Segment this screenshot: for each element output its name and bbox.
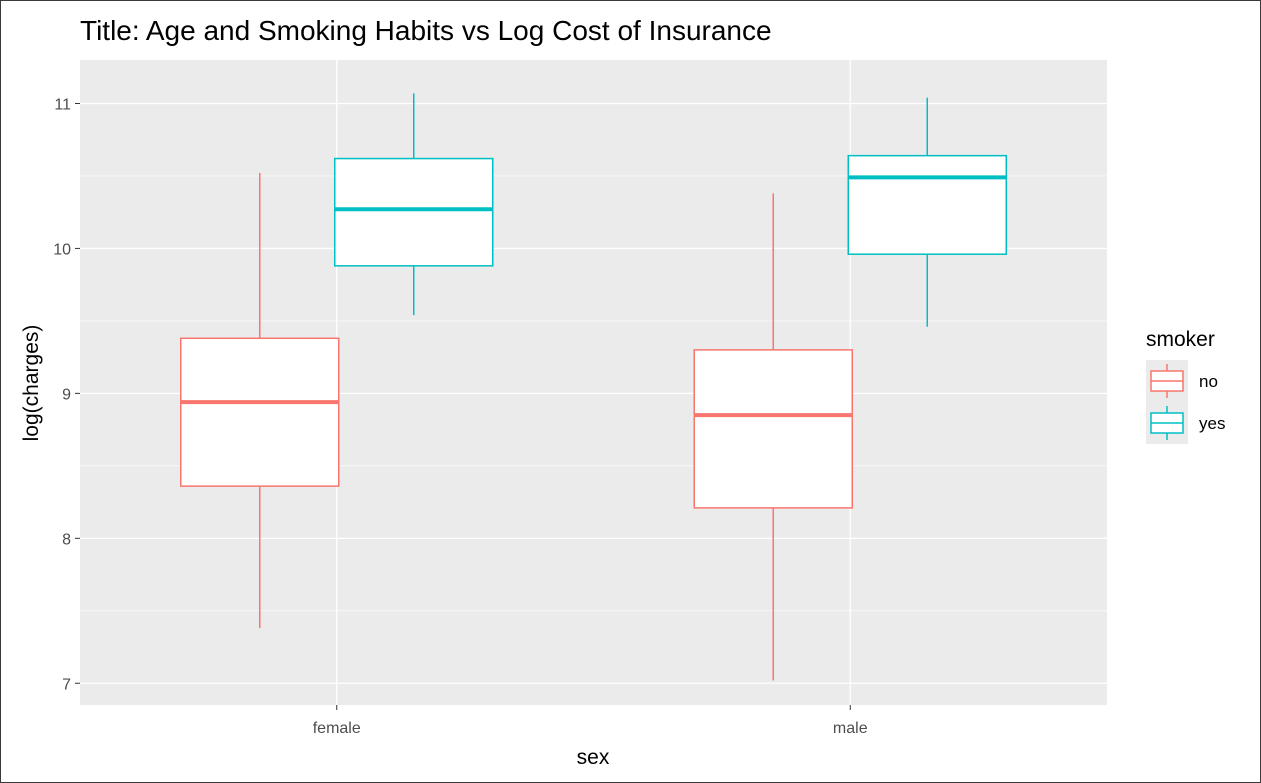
legend-item-no: no <box>1146 360 1218 402</box>
y-axis-title: log(charges) <box>20 325 43 442</box>
box <box>693 349 853 509</box>
chart-title: Title: Age and Smoking Habits vs Log Cos… <box>80 15 772 46</box>
legend-title: smoker <box>1146 328 1215 351</box>
boxplot-female-no <box>180 173 340 629</box>
y-tick-label: 8 <box>62 531 71 548</box>
y-tick-label: 10 <box>53 241 71 258</box>
y-tick-label: 7 <box>62 676 71 693</box>
legend-label: yes <box>1199 414 1225 433</box>
box <box>334 157 494 267</box>
boxplots <box>180 93 1007 681</box>
x-axis-title: sex <box>577 746 610 769</box>
y-tick-label: 9 <box>62 386 71 403</box>
x-tick-label: female <box>313 720 361 737</box>
legend: smoker no yes <box>1146 328 1225 444</box>
box <box>847 154 1007 255</box>
y-tick-label: 11 <box>54 96 71 113</box>
boxplot-male-no <box>693 193 853 681</box>
box <box>180 337 340 487</box>
legend-item-yes: yes <box>1146 402 1225 444</box>
legend-label: no <box>1199 372 1218 391</box>
x-tick-label: male <box>833 720 868 737</box>
boxplot-female-yes <box>334 93 494 316</box>
axes: 7 8 9 10 11 female male <box>53 96 867 737</box>
boxplot-male-yes <box>847 97 1007 327</box>
